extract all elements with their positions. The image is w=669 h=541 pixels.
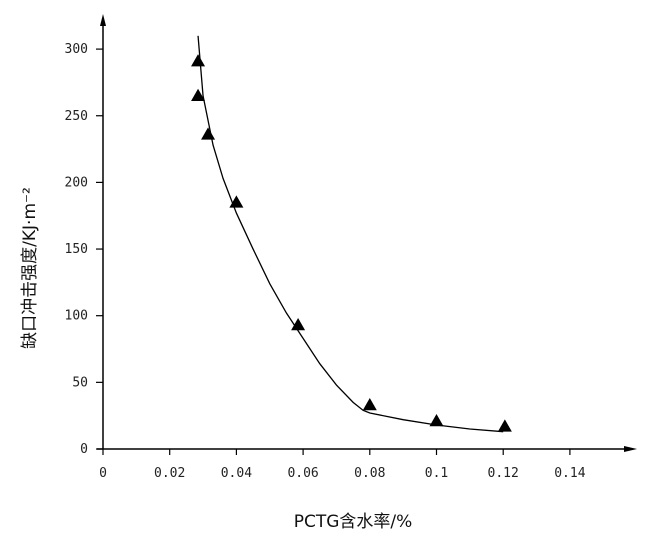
x-tick-label: 0.1 (425, 466, 448, 481)
x-axis-arrow (624, 446, 637, 452)
data-point (497, 419, 512, 432)
data-points (191, 54, 512, 432)
data-point (229, 195, 244, 208)
y-tick-label: 300 (65, 42, 88, 57)
x-tick-label: 0.12 (488, 466, 519, 481)
y-axis (100, 14, 106, 449)
fit-curve (197, 35, 504, 433)
y-tick-label: 0 (80, 442, 88, 457)
x-axis (97, 446, 637, 452)
y-axis-arrow (100, 14, 106, 26)
x-axis-title: PCTG含水率/% (294, 512, 413, 532)
y-tick-label: 200 (65, 175, 88, 190)
x-tick-label: 0.04 (221, 466, 252, 481)
x-tick-label: 0 (99, 466, 107, 481)
data-point (429, 414, 444, 427)
data-point (291, 318, 306, 331)
x-ticks: 0 0.02 0.04 0.06 0.08 0.1 0.12 0.14 (99, 449, 586, 481)
data-point (362, 398, 377, 411)
y-tick-label: 150 (65, 242, 88, 257)
y-axis-title: 缺口冲击强度/KJ·m⁻² (20, 187, 40, 349)
data-point (201, 127, 216, 140)
x-tick-label: 0.08 (354, 466, 385, 481)
y-tick-label: 250 (65, 109, 88, 124)
y-tick-label: 50 (72, 375, 88, 390)
x-tick-label: 0.14 (554, 466, 585, 481)
x-tick-label: 0.02 (154, 466, 185, 481)
y-tick-label: 100 (65, 309, 88, 324)
y-ticks: 0 50 100 150 200 250 300 (65, 42, 103, 457)
x-tick-label: 0.06 (287, 466, 318, 481)
data-point (191, 54, 206, 67)
data-point (191, 88, 206, 102)
